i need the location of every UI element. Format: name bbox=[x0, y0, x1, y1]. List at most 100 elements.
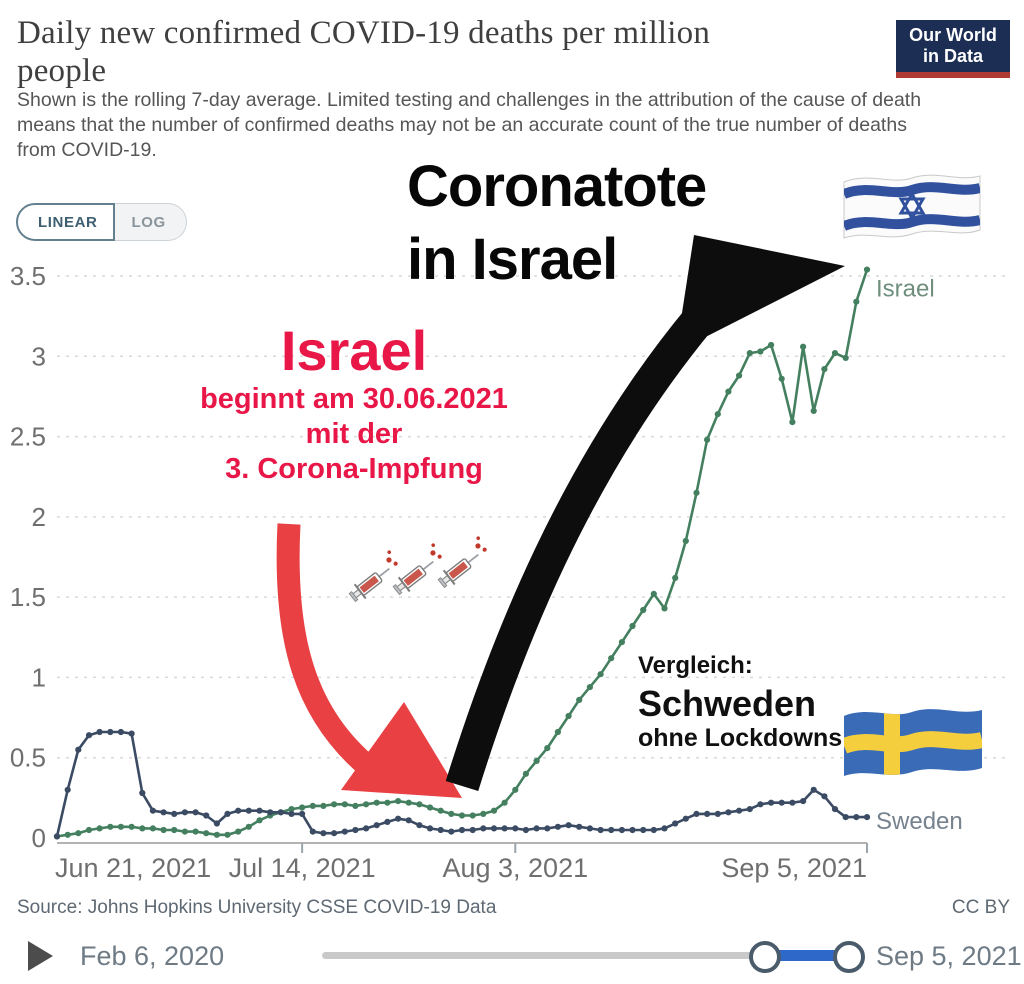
series-point-israel bbox=[512, 786, 519, 793]
series-point-sweden bbox=[320, 830, 327, 837]
series-point-sweden bbox=[522, 826, 530, 834]
owid-logo-text: Our World bbox=[909, 25, 997, 45]
comparison-label: Vergleich: bbox=[638, 652, 753, 679]
series-point-sweden bbox=[789, 799, 796, 806]
series-point-israel bbox=[171, 826, 178, 834]
series-point-sweden bbox=[682, 815, 689, 822]
red-annotation-line: beginnt am 30.06.2021 bbox=[200, 383, 508, 415]
series-point-israel bbox=[160, 826, 167, 834]
series-point-sweden bbox=[597, 826, 604, 834]
y-tick-label: 2.5 bbox=[10, 422, 46, 452]
series-point-israel bbox=[235, 828, 242, 835]
series-point-israel bbox=[341, 801, 348, 808]
series-point-israel bbox=[245, 823, 252, 830]
timeline-handle-start[interactable] bbox=[749, 941, 781, 973]
series-point-israel bbox=[831, 350, 839, 357]
israel-flag-icon bbox=[843, 174, 981, 239]
timeline-handle-end[interactable] bbox=[833, 941, 865, 973]
timeline-end-label: Sep 5, 2021 bbox=[876, 941, 1022, 971]
series-point-sweden bbox=[64, 786, 71, 793]
series-point-israel bbox=[64, 831, 71, 838]
series-point-sweden bbox=[352, 826, 359, 834]
series-point-sweden bbox=[331, 830, 338, 837]
series-point-israel bbox=[757, 348, 764, 355]
series-point-sweden bbox=[544, 825, 551, 832]
series-point-sweden bbox=[405, 817, 412, 824]
source-note: Source: Johns Hopkins University CSSE CO… bbox=[17, 897, 497, 918]
series-point-sweden bbox=[299, 810, 306, 818]
series-point-israel bbox=[363, 801, 370, 808]
series-point-israel bbox=[139, 825, 146, 832]
series-point-sweden bbox=[192, 809, 199, 816]
series-point-israel bbox=[288, 806, 295, 813]
y-tick-label: 3.5 bbox=[10, 261, 46, 291]
series-point-sweden bbox=[800, 798, 807, 805]
comparison-note: ohne Lockdowns bbox=[638, 724, 843, 752]
series-point-sweden bbox=[661, 825, 668, 832]
series-point-sweden bbox=[139, 789, 146, 797]
timeline-start-label: Feb 6, 2020 bbox=[80, 941, 225, 971]
series-point-israel bbox=[853, 298, 860, 305]
series-point-sweden bbox=[341, 828, 348, 835]
series-point-sweden bbox=[256, 807, 263, 814]
series-point-sweden bbox=[107, 728, 114, 736]
owid-logo-text: in Data bbox=[922, 46, 983, 66]
series-point-israel bbox=[395, 798, 402, 805]
series-point-israel bbox=[597, 671, 604, 678]
series-point-israel bbox=[608, 655, 615, 662]
series-point-israel bbox=[704, 436, 711, 443]
sweden-flag-icon bbox=[844, 709, 982, 776]
series-point-sweden bbox=[480, 825, 487, 832]
syringe-icon bbox=[431, 534, 495, 592]
series-point-israel bbox=[149, 825, 156, 832]
series-point-sweden bbox=[213, 820, 220, 827]
series-point-sweden bbox=[746, 806, 753, 813]
series-point-sweden bbox=[245, 807, 252, 814]
series-point-israel bbox=[448, 810, 455, 818]
series-point-israel bbox=[565, 712, 572, 720]
series-point-sweden bbox=[512, 825, 519, 832]
red-annotation-line: 3. Corona-Impfung bbox=[225, 453, 483, 485]
x-tick-label: Jul 14, 2021 bbox=[229, 853, 376, 883]
y-tick-label: 3 bbox=[32, 341, 46, 371]
y-tick-label: 1 bbox=[32, 662, 46, 692]
series-point-israel bbox=[522, 770, 530, 777]
series-point-sweden bbox=[565, 822, 572, 829]
series-point-sweden bbox=[650, 826, 657, 834]
y-tick-label: 1.5 bbox=[10, 582, 46, 612]
series-point-israel bbox=[618, 639, 626, 646]
series-point-israel bbox=[213, 831, 220, 838]
series-point-sweden bbox=[554, 823, 562, 830]
comparison-annotation: Vergleich: Schweden ohne Lockdowns bbox=[638, 652, 842, 752]
series-point-sweden bbox=[853, 814, 860, 821]
series-point-sweden bbox=[821, 793, 828, 800]
log-button[interactable]: LOG bbox=[115, 203, 187, 241]
series-point-israel bbox=[192, 828, 199, 835]
series-point-israel bbox=[416, 801, 423, 808]
scale-toggle: LINEAR LOG bbox=[16, 203, 187, 241]
red-arrow bbox=[276, 523, 462, 798]
series-point-israel bbox=[256, 817, 263, 824]
y-tick-label: 2 bbox=[32, 502, 46, 532]
series-point-sweden bbox=[618, 826, 626, 834]
series-point-sweden bbox=[533, 825, 540, 832]
series-point-sweden bbox=[704, 810, 711, 818]
timeline-track[interactable] bbox=[322, 952, 852, 959]
series-point-israel bbox=[682, 537, 689, 545]
series-point-sweden bbox=[395, 815, 402, 822]
syringe-icon bbox=[386, 541, 450, 599]
series-point-sweden bbox=[810, 786, 817, 793]
series-point-israel bbox=[426, 804, 434, 811]
series-point-israel bbox=[75, 830, 82, 837]
series-point-israel bbox=[810, 407, 817, 414]
linear-button[interactable]: LINEAR bbox=[16, 203, 116, 241]
timeline-selected-range[interactable] bbox=[764, 950, 848, 961]
play-button[interactable] bbox=[28, 941, 53, 971]
series-point-sweden bbox=[149, 807, 156, 814]
series-point-sweden bbox=[426, 825, 434, 832]
series-point-israel bbox=[789, 419, 796, 426]
series-point-sweden bbox=[373, 822, 380, 829]
series-point-israel bbox=[181, 828, 188, 835]
red-annotation-title: Israel bbox=[280, 319, 428, 382]
x-tick-label: Jun 21, 2021 bbox=[55, 853, 211, 883]
